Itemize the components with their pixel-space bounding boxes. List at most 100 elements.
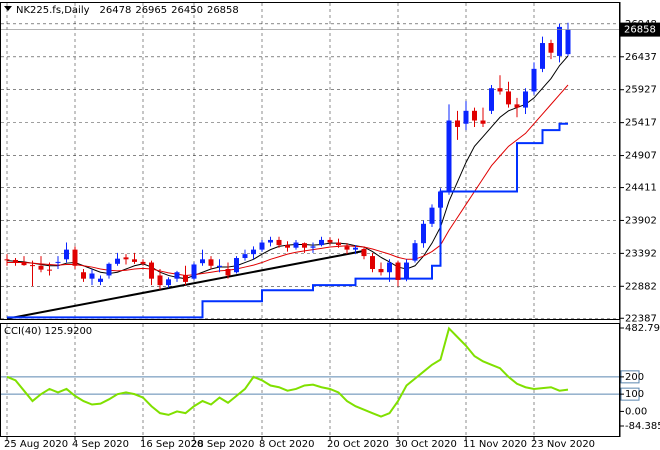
header: NK225.fs,Daily 26478 26965 26450 26858	[16, 5, 239, 16]
candle-body	[234, 258, 239, 273]
candle-body	[370, 256, 375, 269]
candle-body	[395, 262, 401, 280]
x-tick-label: 8 Oct 2020	[259, 439, 314, 450]
candle-body	[268, 239, 273, 243]
candle-body	[81, 272, 86, 279]
candle-body	[531, 68, 537, 92]
candle-body	[140, 261, 146, 264]
candle-body	[157, 275, 163, 286]
candle-body	[47, 269, 52, 271]
y-tick-label: 23392	[625, 248, 657, 259]
candle-body	[21, 262, 27, 266]
open: 26478	[100, 5, 132, 16]
cci-line	[6, 326, 569, 418]
candle-body	[438, 191, 443, 208]
candle-body	[200, 259, 205, 264]
x-tick-label: 4 Sep 2020	[72, 439, 129, 450]
candle-body	[353, 247, 358, 250]
candle-body	[276, 239, 282, 246]
candle-body	[64, 249, 69, 260]
candle-body	[429, 207, 435, 224]
x-tick-label: 28 Sep 2020	[191, 439, 254, 450]
candle-body	[463, 110, 469, 124]
candle-body	[38, 265, 44, 270]
candle-body	[285, 245, 290, 248]
candle-body	[557, 26, 562, 56]
candle-body	[497, 88, 503, 92]
candle-body	[149, 262, 154, 279]
candle-body	[123, 257, 129, 260]
candle-body	[361, 248, 367, 257]
price-box	[620, 22, 660, 37]
candle-body	[166, 279, 171, 286]
candle-body	[98, 278, 103, 282]
y-tick-label: 482.7966	[625, 323, 660, 334]
candle-body	[115, 258, 120, 264]
candle-body	[174, 272, 180, 279]
x-tick-label: 25 Aug 2020	[4, 439, 68, 450]
y-tick-label: 22387	[625, 313, 657, 324]
candle-body	[183, 275, 188, 282]
candle-body	[217, 265, 222, 268]
cci-title: CCI(40)	[4, 326, 42, 337]
overlay-line	[7, 122, 568, 319]
candle-body	[293, 242, 299, 248]
candle-body	[191, 264, 197, 279]
candle-body	[327, 239, 333, 243]
candle-body	[540, 43, 545, 69]
x-tick-label: 20 Oct 2020	[327, 439, 389, 450]
candle-body	[259, 242, 265, 250]
candle-body	[404, 262, 409, 279]
x-tick-label: 11 Nov 2020	[463, 439, 527, 450]
y-tick-label: -84.3857	[625, 421, 660, 432]
candle-body	[378, 268, 384, 273]
cci-header: CCI(40) 125.9200	[4, 326, 92, 337]
candle-body	[489, 88, 494, 111]
price-label: 26858	[624, 25, 656, 36]
candle-body	[72, 249, 78, 266]
y-tick-label: 24907	[625, 151, 657, 162]
y-tick-label: 25417	[625, 118, 657, 129]
y-tick-label: 22882	[625, 281, 657, 292]
candle-body	[310, 246, 316, 248]
candle-body	[208, 259, 214, 266]
candle-body	[4, 259, 10, 261]
x-tick-label: 16 Sep 2020	[140, 439, 203, 450]
candle-body	[55, 261, 61, 263]
candle-body	[344, 246, 350, 250]
cci-current: 125.9200	[44, 326, 92, 337]
candle-body	[225, 268, 231, 276]
candle-body	[523, 91, 528, 108]
candle-body	[89, 273, 95, 279]
candle-body	[132, 259, 137, 262]
candle-body	[480, 120, 486, 124]
candle-body	[251, 249, 256, 255]
y-tick-label: 0.00	[625, 406, 647, 417]
candle-body	[506, 91, 511, 105]
y-tick-label: 24411	[625, 183, 657, 194]
symbol: NK225.fs,Daily	[16, 5, 90, 16]
candle-body	[472, 110, 477, 121]
close: 26858	[207, 5, 239, 16]
candle-body	[421, 223, 426, 244]
y-tick-label: 26437	[625, 52, 657, 63]
y-tick-label: 25927	[625, 85, 657, 96]
candle-body	[412, 243, 418, 261]
candle-body	[514, 104, 520, 108]
x-tick-label: 30 Oct 2020	[395, 439, 457, 450]
x-tick-label: 23 Nov 2020	[531, 439, 595, 450]
y-tick-label: 200	[625, 372, 644, 383]
low: 26450	[171, 5, 203, 16]
y-tick-label: 23902	[625, 215, 657, 226]
menu-icon	[4, 6, 12, 11]
candle-body	[319, 239, 324, 246]
candle-body	[565, 29, 571, 55]
candle-body	[242, 254, 248, 259]
candle-body	[302, 243, 307, 248]
candle-body	[336, 242, 341, 246]
candle-body	[13, 259, 18, 263]
candle-body	[548, 43, 554, 53]
candle-body	[387, 262, 392, 273]
